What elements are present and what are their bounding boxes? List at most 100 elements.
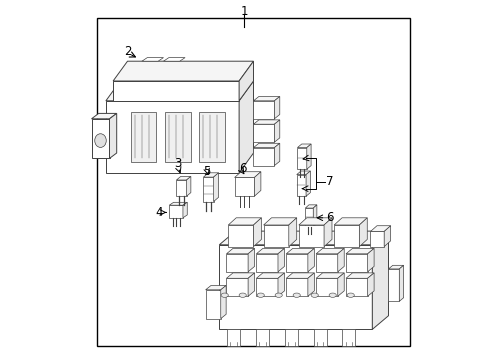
Polygon shape <box>203 173 218 177</box>
Ellipse shape <box>221 293 228 297</box>
Bar <box>345 342 351 346</box>
Bar <box>230 342 237 346</box>
Bar <box>203 177 213 202</box>
Bar <box>284 329 297 346</box>
Bar <box>91 119 109 158</box>
Ellipse shape <box>275 293 282 297</box>
Bar <box>219 245 371 329</box>
Bar <box>234 177 254 196</box>
Polygon shape <box>205 285 225 290</box>
Bar <box>256 254 277 272</box>
Bar <box>131 112 156 162</box>
Bar <box>263 225 288 247</box>
Bar <box>305 208 313 227</box>
Ellipse shape <box>257 293 264 297</box>
Polygon shape <box>274 120 279 142</box>
Bar <box>256 278 277 296</box>
Polygon shape <box>142 58 163 61</box>
Polygon shape <box>316 273 344 278</box>
Polygon shape <box>337 248 344 272</box>
Text: 1: 1 <box>240 5 248 18</box>
Bar <box>169 205 183 218</box>
Polygon shape <box>285 273 314 278</box>
Polygon shape <box>226 273 254 278</box>
Polygon shape <box>247 248 254 272</box>
Polygon shape <box>399 265 403 301</box>
Bar <box>313 329 326 346</box>
Polygon shape <box>277 273 284 296</box>
Polygon shape <box>113 61 253 81</box>
Polygon shape <box>256 248 284 254</box>
Polygon shape <box>176 176 190 180</box>
Polygon shape <box>220 285 225 319</box>
Polygon shape <box>183 202 187 218</box>
Polygon shape <box>247 273 254 296</box>
Polygon shape <box>296 171 310 175</box>
Bar <box>253 124 274 142</box>
Text: 7: 7 <box>325 175 333 188</box>
Bar <box>227 329 240 346</box>
Polygon shape <box>254 172 260 196</box>
Polygon shape <box>288 218 296 247</box>
Polygon shape <box>387 265 403 269</box>
Bar <box>176 180 186 196</box>
Polygon shape <box>305 171 310 196</box>
Polygon shape <box>316 248 344 254</box>
Polygon shape <box>91 113 117 119</box>
Polygon shape <box>226 248 254 254</box>
Polygon shape <box>337 273 344 296</box>
Polygon shape <box>253 143 279 148</box>
Bar <box>370 231 384 247</box>
Polygon shape <box>305 205 316 208</box>
Polygon shape <box>371 231 387 329</box>
Polygon shape <box>367 248 373 272</box>
Ellipse shape <box>328 293 336 297</box>
Bar <box>259 342 265 346</box>
Text: 3: 3 <box>174 157 182 170</box>
Polygon shape <box>263 218 296 225</box>
Bar <box>226 278 247 296</box>
Polygon shape <box>306 144 310 169</box>
Polygon shape <box>213 173 218 202</box>
Polygon shape <box>277 248 284 272</box>
Polygon shape <box>228 218 261 225</box>
Polygon shape <box>239 61 253 101</box>
Polygon shape <box>297 144 310 148</box>
Bar <box>342 329 355 346</box>
Text: 6: 6 <box>239 162 246 175</box>
Polygon shape <box>274 143 279 166</box>
Bar <box>333 225 359 247</box>
Polygon shape <box>186 176 190 196</box>
Ellipse shape <box>239 293 246 297</box>
Polygon shape <box>333 218 366 225</box>
Polygon shape <box>163 58 185 61</box>
Bar <box>296 175 305 196</box>
Polygon shape <box>169 202 187 205</box>
Ellipse shape <box>95 134 106 148</box>
Polygon shape <box>346 273 373 278</box>
Bar <box>106 101 239 173</box>
Bar <box>346 254 367 272</box>
Polygon shape <box>367 273 373 296</box>
Polygon shape <box>370 226 390 231</box>
Bar <box>226 254 247 272</box>
Polygon shape <box>109 113 117 158</box>
Bar <box>297 148 306 169</box>
Text: 5: 5 <box>203 165 210 177</box>
Bar <box>287 342 294 346</box>
Polygon shape <box>307 273 314 296</box>
Text: 2: 2 <box>123 45 131 58</box>
Bar <box>253 148 274 166</box>
Polygon shape <box>256 273 284 278</box>
Bar <box>285 254 307 272</box>
Polygon shape <box>384 226 390 247</box>
Bar <box>253 101 274 119</box>
Text: 4: 4 <box>155 206 162 219</box>
Polygon shape <box>253 120 279 124</box>
Polygon shape <box>298 218 331 225</box>
Bar <box>316 278 337 296</box>
Polygon shape <box>307 248 314 272</box>
Ellipse shape <box>346 293 354 297</box>
Polygon shape <box>285 248 314 254</box>
Polygon shape <box>324 218 331 247</box>
